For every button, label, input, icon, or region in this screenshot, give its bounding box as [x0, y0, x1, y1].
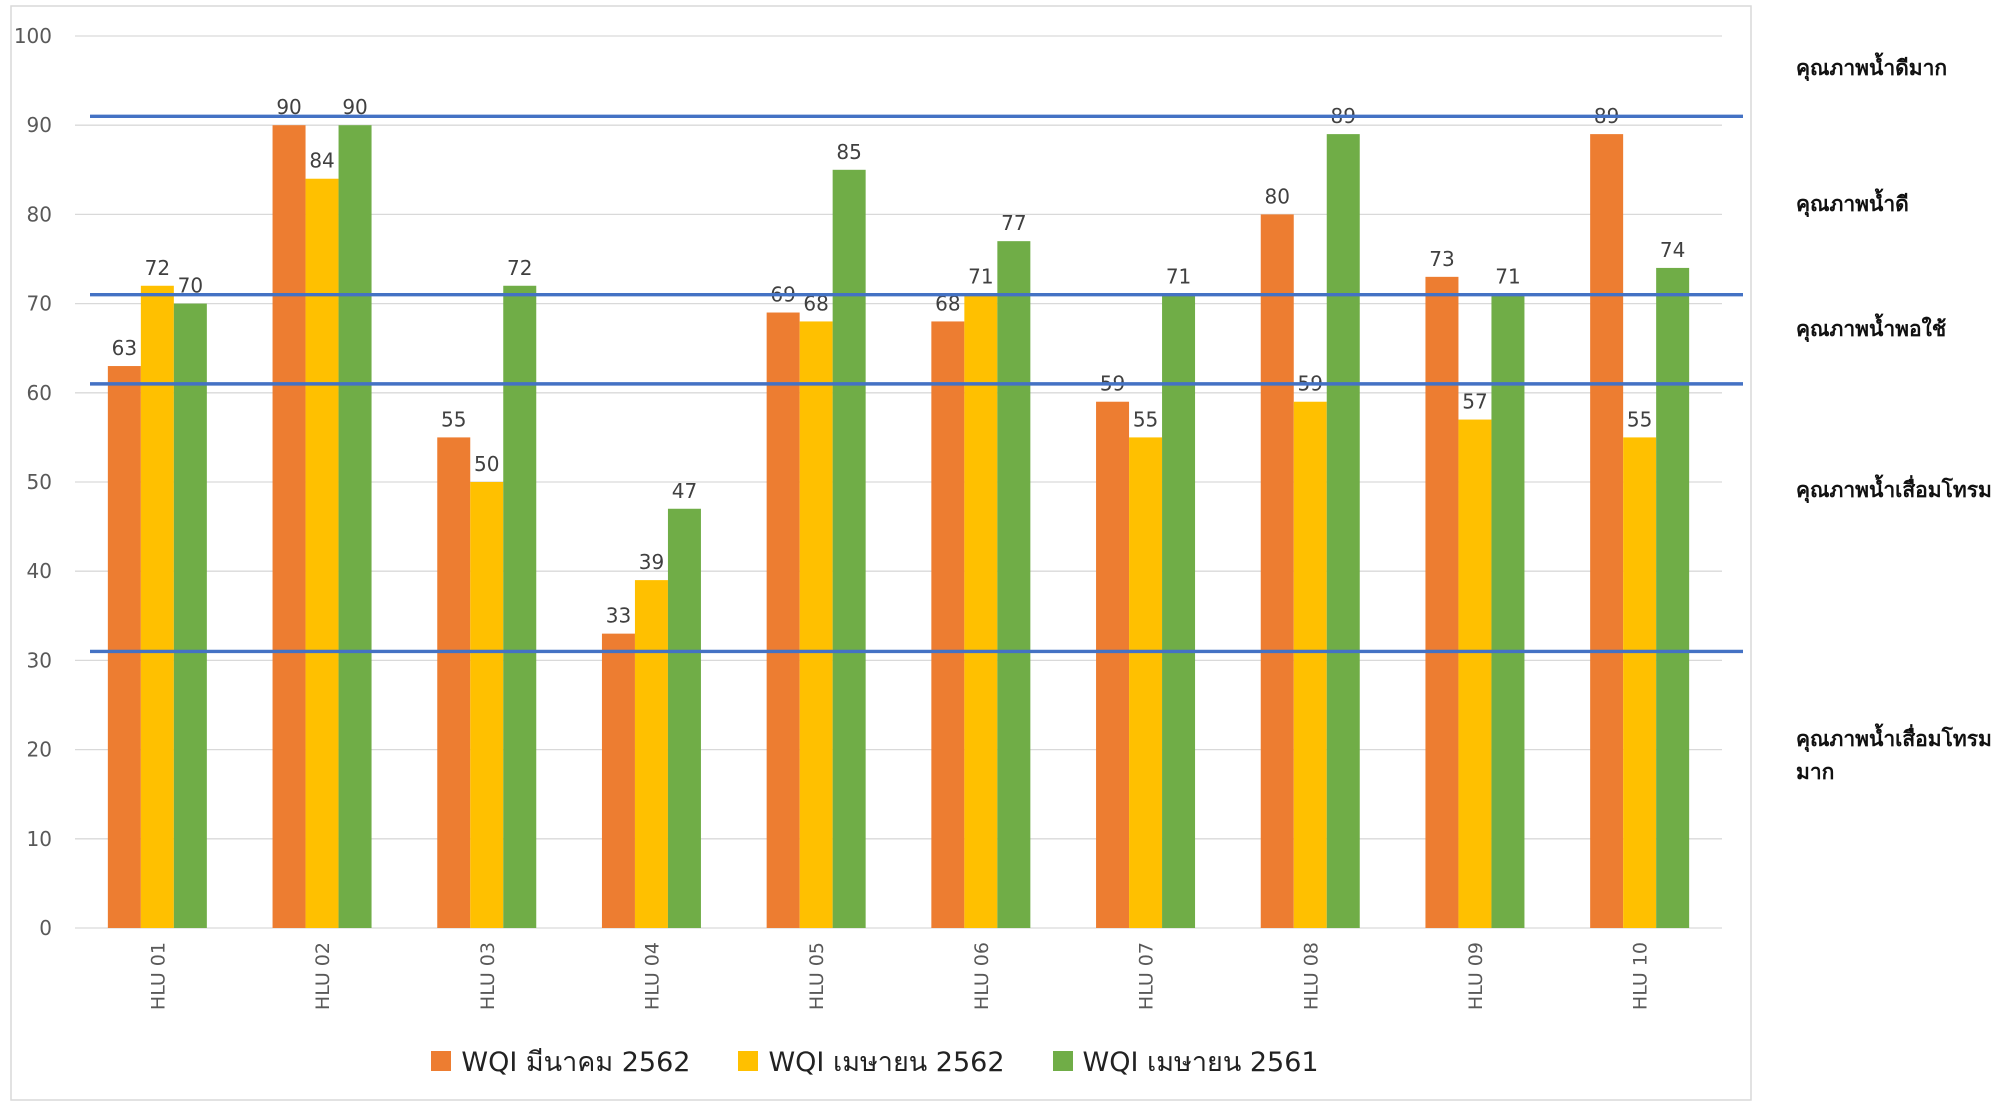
data-label-hlu-02-series-2: 84 [309, 149, 334, 173]
bar-hlu-02-series-1 [272, 125, 306, 928]
bar-hlu-06-series-2 [964, 294, 998, 928]
data-label-hlu-01-series-2: 72 [145, 256, 170, 280]
x-tick-label-hlu-07: HLU 07 [1136, 942, 1158, 1010]
legend-label-april-2562: WQI เมษายน 2562 [768, 1046, 1005, 1078]
data-label-hlu-06-series-3: 77 [1001, 211, 1026, 235]
legend-label-march-2562: WQI มีนาคม 2562 [461, 1046, 691, 1078]
data-label-hlu-10-series-3: 74 [1660, 238, 1685, 262]
zone-label-excellent: คุณภาพน้ำดีมาก [1796, 56, 1948, 80]
bar-hlu-04-series-2 [634, 580, 668, 928]
y-tick-label-0: 0 [39, 916, 52, 940]
x-tick-label-hlu-02: HLU 02 [312, 942, 334, 1010]
legend-item-april-2562: WQI เมษายน 2562 [738, 1040, 1005, 1083]
bar-hlu-10-series-3 [1656, 267, 1690, 928]
legend-swatch-april-2561 [1052, 1051, 1073, 1071]
data-label-hlu-06-series-2: 71 [968, 265, 993, 289]
y-tick-label-60: 60 [27, 381, 52, 405]
data-label-hlu-03-series-2: 50 [474, 452, 499, 476]
bar-hlu-01-series-3 [173, 303, 207, 929]
x-tick-label-hlu-01: HLU 01 [147, 942, 169, 1010]
data-label-hlu-04-series-1: 33 [606, 604, 631, 628]
data-label-hlu-01-series-1: 63 [112, 336, 137, 360]
data-label-hlu-09-series-1: 73 [1429, 247, 1454, 271]
y-tick-label-100: 100 [14, 24, 52, 48]
data-label-hlu-07-series-2: 55 [1133, 407, 1158, 431]
y-tick-label-90: 90 [27, 113, 52, 137]
legend-item-march-2562: WQI มีนาคม 2562 [431, 1040, 690, 1083]
data-label-hlu-04-series-3: 47 [672, 479, 697, 503]
bar-hlu-06-series-3 [997, 241, 1031, 928]
bar-hlu-08-series-1 [1260, 214, 1294, 928]
bar-hlu-09-series-3 [1491, 294, 1525, 928]
bar-hlu-07-series-3 [1162, 294, 1196, 928]
y-tick-label-70: 70 [27, 292, 52, 316]
bar-hlu-04-series-3 [667, 508, 701, 928]
data-label-hlu-04-series-2: 39 [639, 550, 664, 574]
zone-label-good: คุณภาพน้ำดี [1796, 192, 1909, 216]
y-axis-ticks: 0 10 20 30 40 50 60 70 80 90 100 [14, 24, 52, 940]
y-tick-label-20: 20 [27, 738, 52, 762]
y-tick-label-30: 30 [27, 648, 52, 672]
x-tick-label-hlu-04: HLU 04 [641, 942, 663, 1010]
bar-hlu-09-series-2 [1458, 419, 1492, 928]
y-tick-label-10: 10 [27, 827, 52, 851]
legend: WQI มีนาคม 2562 WQI เมษายน 2562 WQI เมษา… [0, 1041, 1750, 1081]
x-tick-label-hlu-03: HLU 03 [477, 942, 499, 1010]
bar-hlu-05-series-1 [766, 312, 800, 928]
bar-hlu-10-series-2 [1623, 437, 1657, 928]
data-label-hlu-05-series-3: 85 [836, 140, 861, 164]
bar-hlu-03-series-1 [437, 437, 471, 928]
bar-hlu-05-series-2 [799, 321, 833, 928]
bar-hlu-09-series-1 [1425, 276, 1459, 929]
data-label-hlu-07-series-3: 71 [1166, 265, 1191, 289]
data-label-hlu-03-series-3: 72 [507, 256, 532, 280]
legend-swatch-march-2562 [431, 1051, 452, 1071]
zone-label-very-poor: คุณภาพน้ำเสื่อมโทรมมาก [1796, 727, 1992, 784]
bar-hlu-01-series-2 [140, 285, 174, 928]
data-label-hlu-08-series-1: 80 [1265, 184, 1290, 208]
legend-item-april-2561: WQI เมษายน 2561 [1052, 1040, 1319, 1083]
legend-label-april-2561: WQI เมษายน 2561 [1082, 1046, 1319, 1078]
x-tick-label-hlu-08: HLU 08 [1300, 942, 1322, 1010]
y-tick-label-80: 80 [27, 202, 52, 226]
data-label-hlu-03-series-1: 55 [441, 407, 466, 431]
zone-label-fair: คุณภาพน้ำพอใช้ [1796, 317, 1947, 341]
x-axis-ticks: HLU 01 HLU 02 HLU 03 HLU 04 HLU 05 HLU 06 HLU … [147, 942, 1651, 1010]
bar-hlu-07-series-2 [1129, 437, 1163, 928]
bar-hlu-02-series-2 [305, 178, 339, 929]
x-tick-label-hlu-09: HLU 09 [1465, 942, 1487, 1010]
bar-hlu-05-series-3 [832, 169, 866, 929]
bar-hlu-02-series-3 [338, 125, 372, 928]
bar-hlu-07-series-1 [1096, 401, 1130, 929]
x-tick-label-hlu-10: HLU 10 [1630, 942, 1652, 1010]
bar-hlu-01-series-1 [107, 366, 141, 928]
data-label-hlu-09-series-2: 57 [1462, 390, 1487, 414]
y-tick-label-40: 40 [27, 559, 52, 583]
zone-label-poor: คุณภาพน้ำเสื่อมโทรม [1796, 478, 1992, 502]
bar-hlu-03-series-2 [470, 482, 504, 928]
bar-hlu-03-series-3 [503, 285, 537, 928]
y-tick-label-50: 50 [27, 470, 52, 494]
x-tick-label-hlu-06: HLU 06 [971, 942, 993, 1010]
reference-lines [90, 114, 1743, 654]
legend-swatch-april-2562 [738, 1051, 759, 1071]
bar-hlu-06-series-1 [931, 321, 965, 928]
bar-hlu-08-series-2 [1293, 401, 1327, 929]
x-tick-label-hlu-05: HLU 05 [806, 942, 828, 1010]
bar-hlu-10-series-1 [1590, 134, 1624, 928]
data-label-hlu-09-series-3: 71 [1495, 265, 1520, 289]
bar-hlu-08-series-3 [1326, 134, 1360, 928]
data-label-hlu-10-series-2: 55 [1627, 407, 1652, 431]
bar-hlu-04-series-1 [601, 633, 635, 928]
